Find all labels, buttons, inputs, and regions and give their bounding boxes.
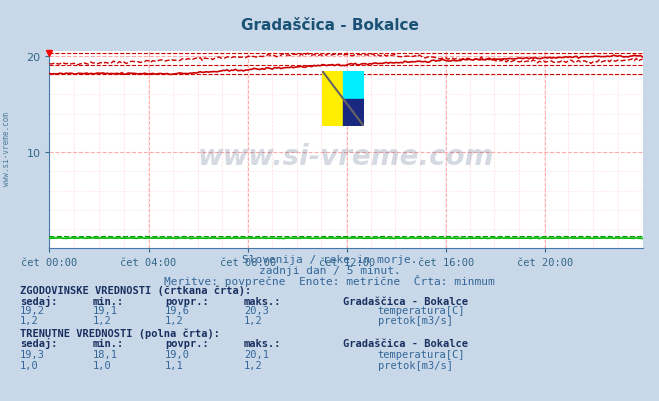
Text: 1,0: 1,0 — [20, 360, 38, 370]
Text: 1,2: 1,2 — [244, 315, 262, 325]
Text: 1,2: 1,2 — [92, 315, 111, 325]
Text: Gradaščica - Bokalce: Gradaščica - Bokalce — [241, 18, 418, 33]
Bar — [322, 72, 343, 127]
Text: www.si-vreme.com: www.si-vreme.com — [198, 142, 494, 170]
Text: 20,3: 20,3 — [244, 306, 269, 316]
Text: 19,2: 19,2 — [20, 306, 45, 316]
Text: ZGODOVINSKE VREDNOSTI (črtkana črta):: ZGODOVINSKE VREDNOSTI (črtkana črta): — [20, 285, 251, 296]
Text: 1,2: 1,2 — [20, 315, 38, 325]
Bar — [343, 72, 364, 99]
Text: povpr.:: povpr.: — [165, 338, 208, 348]
Bar — [343, 99, 364, 127]
Text: 19,3: 19,3 — [20, 349, 45, 359]
Text: maks.:: maks.: — [244, 338, 281, 348]
Text: 1,0: 1,0 — [92, 360, 111, 370]
Text: povpr.:: povpr.: — [165, 296, 208, 306]
Text: zadnji dan / 5 minut.: zadnji dan / 5 minut. — [258, 265, 401, 275]
Text: Meritve: povprečne  Enote: metrične  Črta: minmum: Meritve: povprečne Enote: metrične Črta:… — [164, 274, 495, 286]
Text: temperatura[C]: temperatura[C] — [378, 349, 465, 359]
Text: 19,6: 19,6 — [165, 306, 190, 316]
Text: sedaj:: sedaj: — [20, 338, 57, 348]
Text: 19,0: 19,0 — [165, 349, 190, 359]
Text: 18,1: 18,1 — [92, 349, 117, 359]
Text: temperatura[C]: temperatura[C] — [378, 306, 465, 316]
Text: TRENUTNE VREDNOSTI (polna črta):: TRENUTNE VREDNOSTI (polna črta): — [20, 328, 219, 338]
Text: 1,2: 1,2 — [244, 360, 262, 370]
Text: pretok[m3/s]: pretok[m3/s] — [378, 315, 453, 325]
Text: maks.:: maks.: — [244, 296, 281, 306]
Text: min.:: min.: — [92, 296, 123, 306]
Text: Gradaščica - Bokalce: Gradaščica - Bokalce — [343, 338, 468, 348]
Text: www.si-vreme.com: www.si-vreme.com — [2, 111, 11, 185]
Text: 19,1: 19,1 — [92, 306, 117, 316]
Text: Gradaščica - Bokalce: Gradaščica - Bokalce — [343, 296, 468, 306]
Text: 1,1: 1,1 — [165, 360, 183, 370]
Text: 1,2: 1,2 — [165, 315, 183, 325]
Text: sedaj:: sedaj: — [20, 295, 57, 306]
Text: pretok[m3/s]: pretok[m3/s] — [378, 360, 453, 370]
Text: 20,1: 20,1 — [244, 349, 269, 359]
Text: Slovenija / reke in morje.: Slovenija / reke in morje. — [242, 255, 417, 265]
Text: min.:: min.: — [92, 338, 123, 348]
